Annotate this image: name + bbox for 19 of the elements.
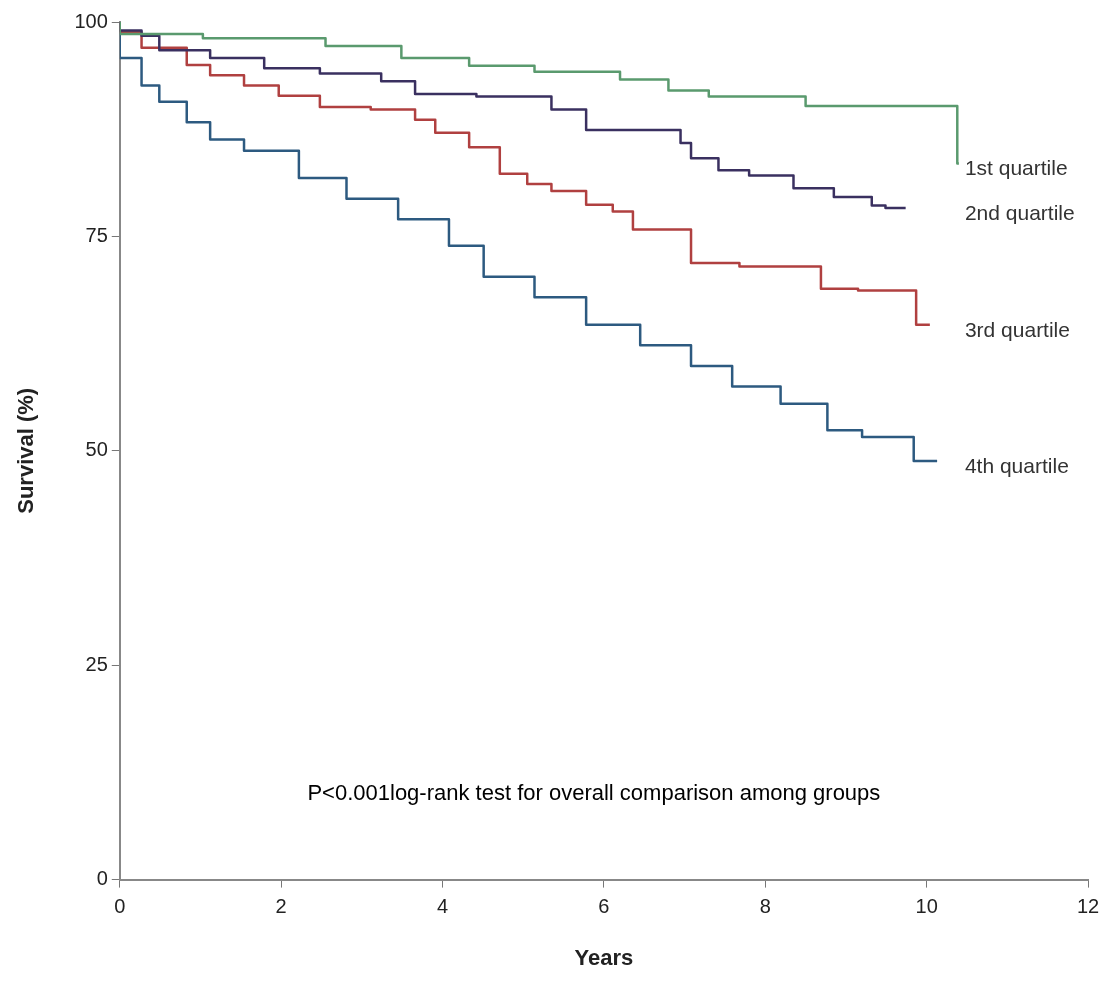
x-tick-label: 2: [275, 895, 287, 918]
x-tick-label: 8: [759, 895, 771, 918]
x-axis-title: Years: [574, 944, 634, 970]
annotation: P<0.001log-rank test for overall comparison among groups: [307, 779, 881, 805]
series-label: 1st quartile: [964, 156, 1068, 180]
y-axis-title: Survival (%): [13, 387, 39, 514]
y-tick-label: 25: [85, 652, 108, 675]
series-label: 3rd quartile: [964, 317, 1070, 341]
x-tick-label: 12: [1076, 895, 1100, 918]
text: 2nd quartile: [964, 200, 1075, 224]
x-tick-label: 10: [915, 895, 938, 918]
series-label: 4th quartile: [964, 453, 1069, 477]
y-tick-label: 75: [85, 223, 108, 246]
x-tick-label: 6: [598, 895, 610, 918]
y-tick-label: 100: [74, 9, 108, 32]
y-tick-label: 50: [85, 438, 108, 461]
y-tick-label: 0: [96, 867, 108, 890]
x-tick-label: 4: [436, 895, 449, 918]
x-tick-label: 0: [114, 895, 126, 918]
